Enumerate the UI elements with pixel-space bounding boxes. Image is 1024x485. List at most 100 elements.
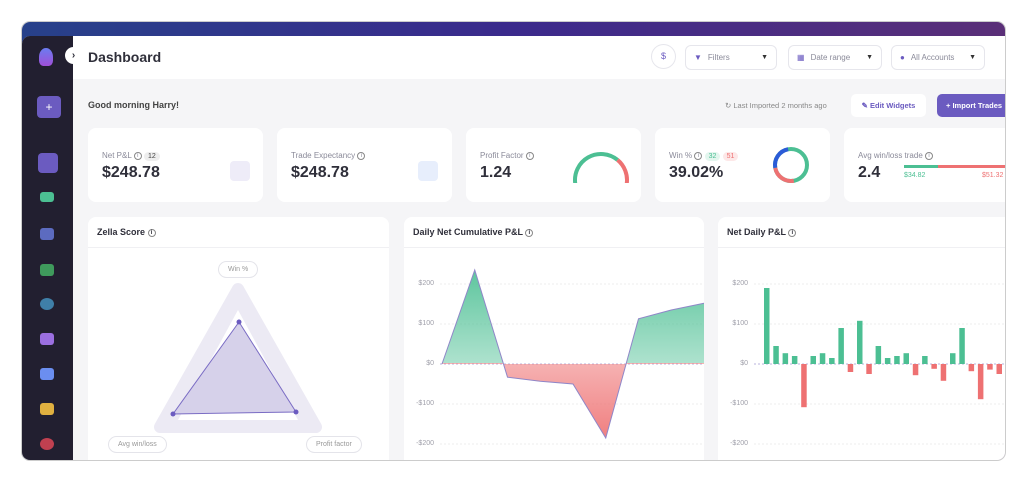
pnl-bar — [866, 364, 872, 374]
y-tick-label: $0 — [740, 360, 748, 367]
chevron-down-icon: ▼ — [866, 54, 873, 61]
cumulative-line — [441, 268, 704, 440]
expectancy-value: $248.78 — [291, 164, 349, 181]
refresh-icon: ↻ — [725, 101, 734, 110]
reports-icon[interactable] — [40, 192, 54, 202]
pnl-bar — [791, 356, 798, 364]
y-tick-label: $200 — [418, 280, 434, 287]
zella-score-panel: Zella Score i Win % Profit factor Avg wi… — [88, 217, 389, 460]
expectancy-icon — [418, 161, 438, 181]
losses-badge: 51 — [722, 152, 739, 161]
add-trade-button[interactable]: + — [37, 96, 61, 118]
info-icon[interactable]: i — [147, 228, 156, 237]
pnl-bar — [950, 353, 956, 364]
journal-icon[interactable] — [40, 228, 54, 240]
pnl-bar — [829, 358, 835, 364]
pnl-bar — [764, 288, 770, 364]
profit-factor-value: 1.24 — [480, 164, 512, 181]
settings-icon[interactable] — [40, 438, 54, 450]
panel-title: Daily Net Cumulative P&L — [413, 227, 523, 237]
y-tick-label: $100 — [732, 320, 748, 327]
y-tick-label: -$200 — [730, 440, 748, 447]
gauge-loss-arc — [616, 158, 629, 183]
panel-title: Zella Score — [97, 227, 146, 237]
pnl-bar — [819, 353, 826, 364]
pnl-bar — [959, 328, 965, 364]
pnl-bar — [903, 353, 909, 364]
pnl-bar — [801, 364, 807, 408]
win-pct-value: 39.02% — [669, 164, 724, 181]
pnl-bar — [884, 358, 891, 364]
info-icon[interactable]: i — [525, 151, 534, 160]
y-tick-label: $0 — [426, 360, 434, 367]
analytics-icon[interactable] — [40, 264, 54, 276]
chevron-down-icon: ▼ — [969, 54, 976, 61]
filter-icon: ▼ — [694, 53, 702, 62]
avg-win-loss-value: 2.4 — [858, 164, 881, 181]
edit-widgets-button[interactable]: ✎ Edit Widgets — [851, 94, 926, 117]
app-window: + › Dashboard $ ▼ Filters ▼ ▦ Date range ▼ ●… — [22, 22, 1005, 460]
notebook-icon[interactable] — [40, 368, 54, 380]
pnl-bar — [931, 364, 937, 369]
greeting: Good morning Harry! — [88, 100, 180, 110]
net-pnl-card: Net P&L i 12 $248.78 — [88, 128, 263, 202]
info-icon[interactable]: i — [525, 228, 534, 237]
logo — [39, 48, 53, 66]
info-icon[interactable]: i — [357, 151, 366, 160]
replay-icon[interactable] — [40, 403, 54, 415]
pnl-bar — [857, 320, 863, 364]
import-trades-button[interactable]: + Import Trades — [937, 94, 1005, 117]
insights-icon[interactable] — [40, 298, 54, 310]
pnl-bar — [894, 356, 900, 364]
pnl-bar — [773, 346, 779, 364]
wins-badge: 32 — [704, 152, 721, 161]
radar-label-win: Win % — [218, 261, 259, 278]
profit-factor-card: Profit Factor i 1.24 — [466, 128, 641, 202]
trade-count-badge: 12 — [143, 152, 160, 161]
pnl-bar — [838, 328, 844, 364]
date-range-dropdown[interactable]: ▦ Date range ▼ — [788, 45, 882, 70]
cumulative-pnl-panel: Daily Net Cumulative P&L i $200 $100 $0 -$1… — [404, 217, 704, 460]
dashboard-icon[interactable] — [38, 153, 58, 173]
pnl-bar — [810, 356, 816, 364]
info-icon[interactable]: i — [133, 151, 142, 160]
cumulative-chart — [440, 268, 704, 445]
pnl-bar — [847, 364, 854, 372]
page-title: Dashboard — [88, 49, 162, 65]
account-icon: ● — [900, 53, 905, 62]
y-tick-label: -$100 — [730, 400, 748, 407]
radar-label-avg-win-loss: Avg win/loss — [108, 436, 167, 453]
chevron-down-icon: ▼ — [761, 54, 768, 61]
playbook-icon[interactable] — [40, 333, 54, 345]
avg-win-bar — [904, 165, 938, 168]
accounts-dropdown[interactable]: ● All Accounts ▼ — [891, 45, 985, 70]
pnl-bar — [968, 364, 975, 372]
radar-label-profit-factor: Profit factor — [306, 436, 362, 453]
pnl-bar — [977, 364, 984, 400]
avg-loss-bar — [938, 165, 1005, 168]
collapse-sidebar-button[interactable]: › — [65, 47, 82, 64]
info-icon[interactable]: i — [694, 151, 703, 160]
positive-area — [442, 270, 704, 363]
currency-button[interactable]: $ — [651, 44, 676, 69]
info-icon[interactable]: i — [925, 151, 934, 160]
edit-icon: ✎ — [861, 101, 870, 110]
gauge-win-arc — [573, 152, 619, 183]
net-pnl-value: $248.78 — [102, 164, 160, 181]
zella-radar — [154, 283, 322, 433]
profit-factor-gauge — [573, 152, 629, 183]
pnl-bar — [996, 364, 1002, 374]
avg-win-loss-card: Avg win/loss trade i 2.4 $34.82 $51.32 — [844, 128, 1005, 202]
avg-loss-amount: $51.32 — [982, 172, 1004, 179]
avg-win-amount: $34.82 — [904, 172, 926, 179]
calendar-icon: ▦ — [797, 53, 805, 62]
wallet-icon — [230, 161, 250, 181]
trade-expectancy-card: Trade Expectancy i $248.78 — [277, 128, 452, 202]
pnl-bar — [940, 364, 947, 381]
pnl-bar — [912, 364, 919, 376]
info-icon[interactable]: i — [788, 228, 797, 237]
net-daily-pnl-panel: Net Daily P&L i $200 $100 $0 -$100 -$200 — [718, 217, 1005, 460]
pnl-bar — [782, 353, 789, 364]
filters-dropdown[interactable]: ▼ Filters ▼ — [685, 45, 777, 70]
win-pct-card: Win % i 32 51 39.02% — [655, 128, 830, 202]
